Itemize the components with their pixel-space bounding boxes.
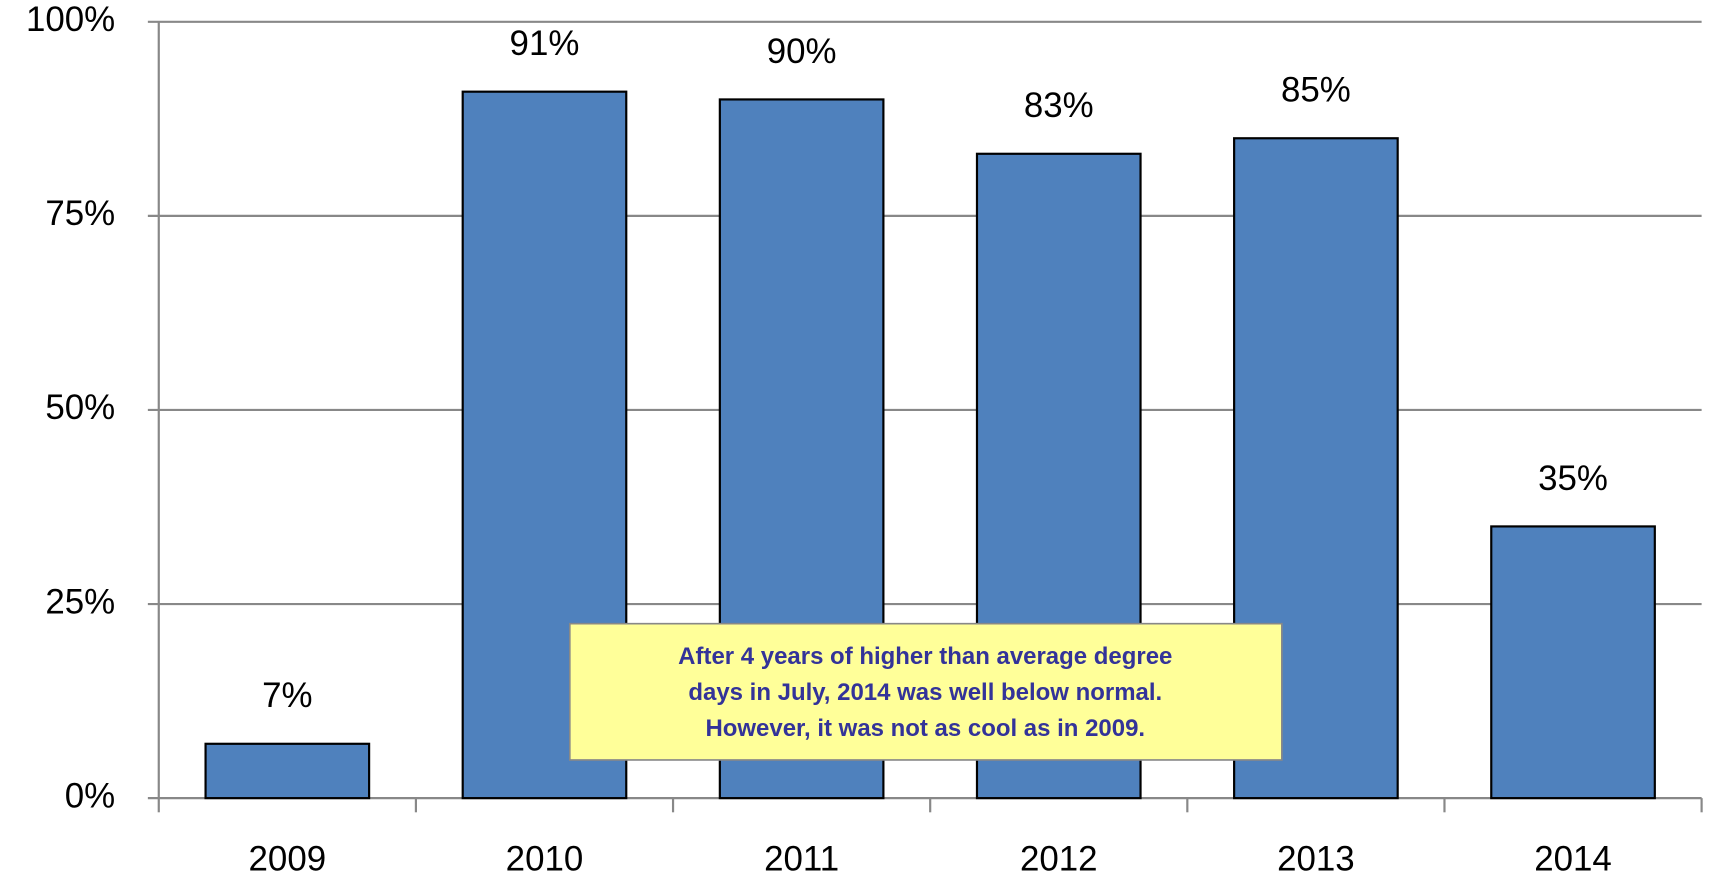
bar [1490,525,1656,800]
annotation-line: days in July, 2014 was well below normal… [688,679,1162,706]
y-tick-label: 100% [26,0,115,39]
annotation-line: After 4 years of higher than average deg… [678,643,1172,670]
x-tick-label: 2013 [1277,840,1355,879]
x-tick-label: 2014 [1534,840,1612,879]
bar [204,742,371,800]
data-label: 35% [1538,459,1608,498]
annotation-box [569,622,1283,761]
data-label: 85% [1281,71,1351,110]
x-tick-label: 2012 [1020,840,1098,879]
x-tick-label: 2010 [506,840,584,879]
annotation: After 4 years of higher than average deg… [569,622,1283,761]
x-tick-label: 2011 [764,840,839,879]
y-tick-label: 75% [45,194,115,233]
y-tick-label: 0% [65,776,115,815]
y-tick-label: 25% [45,582,115,621]
data-label: 7% [262,676,312,715]
grid: 0% 25% 50% 75% 100% [26,0,1703,815]
data-label: 91% [510,24,580,63]
x-tick-label: 2009 [249,840,327,879]
y-tick-label: 50% [45,388,115,427]
data-label: 90% [767,32,837,71]
data-label: 83% [1024,86,1094,125]
annotation-line: However, it was not as cool as in 2009. [705,715,1145,742]
